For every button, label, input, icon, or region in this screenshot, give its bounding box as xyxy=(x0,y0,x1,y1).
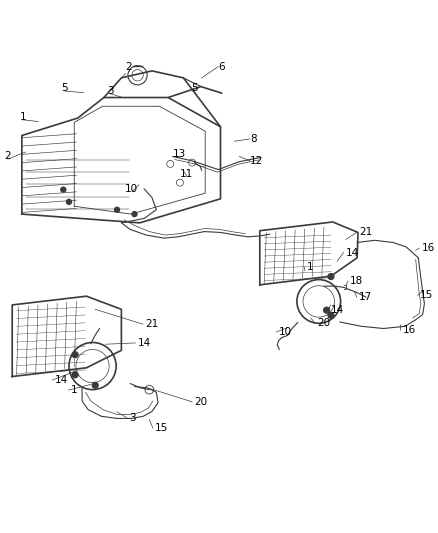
Text: 15: 15 xyxy=(420,290,433,300)
Text: 14: 14 xyxy=(138,338,151,348)
Text: 14: 14 xyxy=(55,375,68,385)
Circle shape xyxy=(61,187,66,192)
Circle shape xyxy=(114,207,120,212)
Circle shape xyxy=(328,312,334,318)
Text: 18: 18 xyxy=(350,276,364,286)
Circle shape xyxy=(72,372,78,378)
Text: 1: 1 xyxy=(307,262,313,271)
Text: 11: 11 xyxy=(180,169,194,179)
Text: 16: 16 xyxy=(421,243,434,253)
Circle shape xyxy=(72,352,78,358)
Circle shape xyxy=(328,273,334,280)
Text: 6: 6 xyxy=(218,61,225,71)
Text: 21: 21 xyxy=(145,319,158,329)
Text: 13: 13 xyxy=(173,149,187,159)
Circle shape xyxy=(92,382,98,389)
Text: 10: 10 xyxy=(125,184,138,194)
Text: 5: 5 xyxy=(191,83,198,93)
Circle shape xyxy=(132,212,137,217)
Circle shape xyxy=(67,199,71,205)
Text: 1: 1 xyxy=(19,112,26,122)
Text: 17: 17 xyxy=(359,292,372,302)
Text: 12: 12 xyxy=(250,156,263,166)
Text: 8: 8 xyxy=(250,134,256,144)
Text: 10: 10 xyxy=(279,327,292,337)
Text: 5: 5 xyxy=(61,83,68,93)
Text: 1: 1 xyxy=(71,385,78,395)
Text: 14: 14 xyxy=(331,305,344,315)
Text: 21: 21 xyxy=(359,228,372,237)
Text: 15: 15 xyxy=(155,423,168,433)
Circle shape xyxy=(324,307,330,313)
Text: 20: 20 xyxy=(194,397,208,407)
Text: 3: 3 xyxy=(107,86,113,96)
Text: 2: 2 xyxy=(4,151,11,161)
Text: 16: 16 xyxy=(403,325,416,335)
Text: 2: 2 xyxy=(126,61,132,71)
Text: 14: 14 xyxy=(346,247,359,257)
Text: 20: 20 xyxy=(317,318,330,328)
Text: 3: 3 xyxy=(129,413,135,423)
